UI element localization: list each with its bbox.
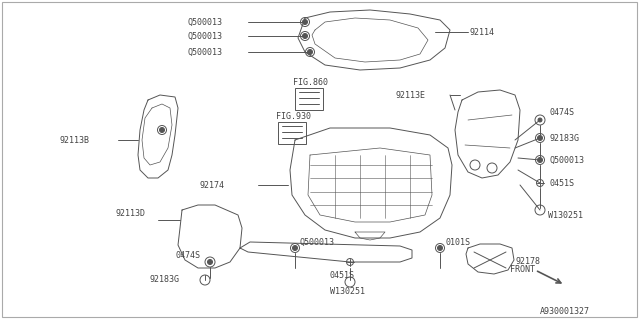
Text: 0451S: 0451S [550, 179, 575, 188]
Text: Q500013: Q500013 [188, 18, 223, 27]
Text: 92113B: 92113B [60, 135, 90, 145]
Text: FRONT: FRONT [510, 266, 535, 275]
Text: 92113D: 92113D [115, 209, 145, 218]
Circle shape [538, 135, 543, 140]
Circle shape [438, 245, 442, 251]
Text: FIG.860: FIG.860 [293, 77, 328, 86]
Text: 92183G: 92183G [150, 276, 180, 284]
Circle shape [307, 50, 312, 54]
Circle shape [207, 260, 212, 265]
Bar [278, 122, 306, 144]
Circle shape [292, 245, 298, 251]
Text: A930001327: A930001327 [540, 308, 590, 316]
Text: 92174: 92174 [200, 180, 225, 189]
Text: 92183G: 92183G [550, 133, 580, 142]
Text: W130251: W130251 [330, 287, 365, 297]
Circle shape [303, 20, 307, 25]
Text: 0474S: 0474S [550, 108, 575, 116]
Circle shape [538, 157, 543, 163]
Text: Q500013: Q500013 [188, 31, 223, 41]
Text: Q500013: Q500013 [550, 156, 585, 164]
Circle shape [159, 127, 164, 132]
Text: FIG.930: FIG.930 [276, 111, 311, 121]
Text: 92113E: 92113E [395, 91, 425, 100]
Text: W130251: W130251 [548, 211, 583, 220]
Text: 0101S: 0101S [445, 237, 470, 246]
Text: Q500013: Q500013 [188, 47, 223, 57]
Circle shape [303, 34, 307, 38]
Text: Q500013: Q500013 [300, 237, 335, 246]
Text: 92178: 92178 [515, 258, 540, 267]
Text: 92114: 92114 [470, 28, 495, 36]
Circle shape [538, 118, 542, 122]
Text: 0451S: 0451S [330, 270, 355, 279]
Text: 0474S: 0474S [175, 251, 200, 260]
Bar [295, 88, 323, 110]
